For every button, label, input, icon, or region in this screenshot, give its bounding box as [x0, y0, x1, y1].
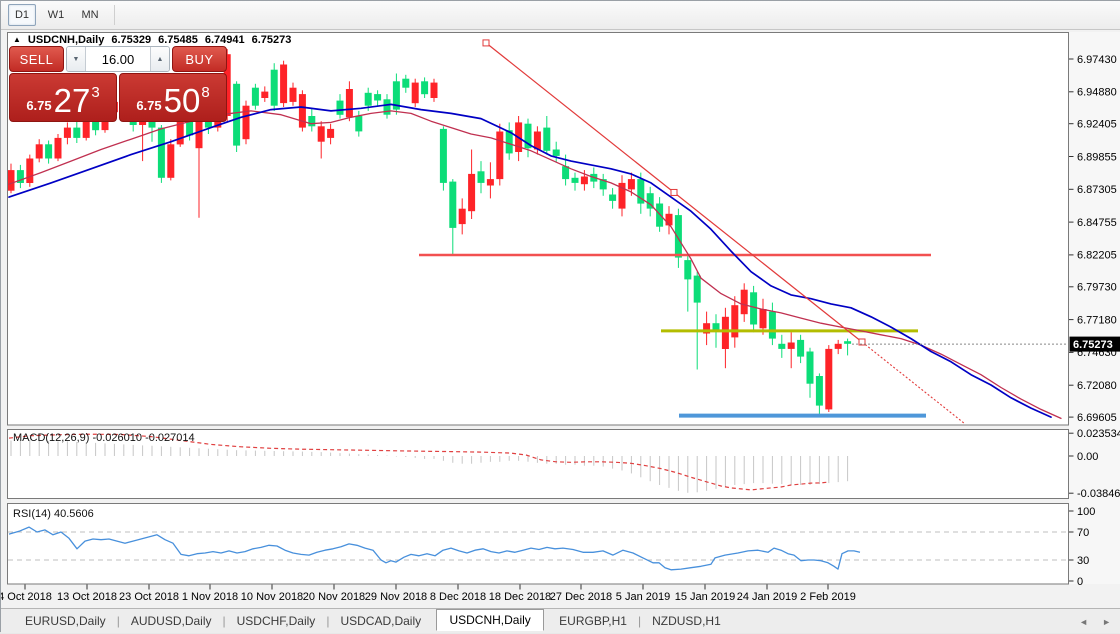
svg-text:18 Dec 2018: 18 Dec 2018 [489, 591, 551, 603]
timeframe-toolbar: D1 W1 MN [1, 1, 1120, 30]
volume-input[interactable]: 16.00 [86, 47, 150, 71]
volume-spinner: ▼ 16.00 ▲ [66, 46, 170, 72]
svg-text:6.79730: 6.79730 [1077, 282, 1117, 294]
svg-text:30: 30 [1077, 555, 1089, 567]
volume-increase-button[interactable]: ▲ [150, 47, 169, 71]
svg-text:-0.038466: -0.038466 [1077, 488, 1120, 500]
svg-text:29 Nov 2018: 29 Nov 2018 [365, 591, 427, 603]
svg-text:27 Dec 2018: 27 Dec 2018 [550, 591, 612, 603]
trendline-handle[interactable] [671, 189, 677, 195]
svg-text:15 Jan 2019: 15 Jan 2019 [675, 591, 736, 603]
timeframe-button-d1[interactable]: D1 [8, 4, 36, 26]
svg-text:20 Nov 2018: 20 Nov 2018 [303, 591, 365, 603]
chart-tabs-bar: EURUSD,Daily|AUDUSD,Daily|USDCHF,Daily|U… [1, 608, 1120, 633]
svg-text:1 Nov 2018: 1 Nov 2018 [182, 591, 238, 603]
ohlc-open: 6.75329 [111, 34, 151, 46]
tab-scroll-right-icon[interactable]: ► [1102, 617, 1111, 627]
sell-price-big: 27 [54, 84, 91, 117]
sell-price-small: 6.75 [26, 98, 51, 113]
svg-text:0.023534: 0.023534 [1077, 428, 1120, 440]
chart-window: 6.97430 6.94880 6.92405 6.89855 6.87305 6.847… [1, 30, 1120, 608]
timeframe-button-mn[interactable]: MN [76, 4, 104, 26]
tab-separator: | [117, 614, 120, 628]
svg-text:23 Oct 2018: 23 Oct 2018 [119, 591, 179, 603]
buy-button[interactable]: BUY [172, 46, 227, 72]
svg-text:10 Nov 2018: 10 Nov 2018 [241, 591, 303, 603]
svg-text:6.77180: 6.77180 [1077, 314, 1117, 326]
ohlc-low: 6.74941 [205, 34, 245, 46]
buy-price-sup: 8 [201, 84, 209, 101]
tab-separator: | [326, 614, 329, 628]
svg-text:6.97430: 6.97430 [1077, 54, 1117, 66]
svg-text:6.84755: 6.84755 [1077, 217, 1117, 229]
chart-tab-nzdusd[interactable]: NZDUSD,H1 [642, 611, 731, 631]
tab-scroll-arrows: ◄► [1079, 609, 1111, 634]
collapse-panel-icon[interactable]: ▲ [13, 35, 21, 44]
toolbar-separator [114, 5, 115, 25]
svg-text:0.00: 0.00 [1077, 451, 1098, 463]
trade-controls-row: SELL ▼ 16.00 ▲ BUY [9, 46, 227, 72]
rsi-indicator-label: RSI(14) 40.5606 [13, 508, 94, 520]
svg-text:6.92405: 6.92405 [1077, 119, 1117, 131]
svg-text:24 Jan 2019: 24 Jan 2019 [737, 591, 798, 603]
macd-indicator-label: MACD(12,26,9) -0.026010 -0.027014 [13, 432, 195, 444]
buy-price-big: 50 [164, 84, 201, 117]
ohlc-high: 6.75485 [158, 34, 198, 46]
svg-text:100: 100 [1077, 506, 1095, 518]
ohlc-close: 6.75273 [252, 34, 292, 46]
tab-separator: | [638, 614, 641, 628]
tab-separator [432, 614, 435, 628]
svg-text:6.69605: 6.69605 [1077, 412, 1117, 424]
svg-text:70: 70 [1077, 527, 1089, 539]
svg-text:0: 0 [1077, 576, 1083, 588]
chart-header: ▲ USDCNH,Daily 6.75329 6.75485 6.74941 6… [13, 34, 291, 46]
svg-text:8 Dec 2018: 8 Dec 2018 [430, 591, 486, 603]
tab-scroll-left-icon[interactable]: ◄ [1079, 617, 1088, 627]
buy-price-small: 6.75 [136, 98, 161, 113]
symbol-title: USDCNH,Daily [28, 34, 104, 46]
volume-decrease-button[interactable]: ▼ [67, 47, 86, 71]
svg-text:6.87305: 6.87305 [1077, 184, 1117, 196]
chart-tab-usdcnh[interactable]: USDCNH,Daily [436, 609, 543, 631]
svg-text:4 Oct 2018: 4 Oct 2018 [1, 591, 52, 603]
svg-text:5 Jan 2019: 5 Jan 2019 [616, 591, 670, 603]
chart-tab-audusd[interactable]: AUDUSD,Daily [121, 611, 222, 631]
chart-tab-eurusd[interactable]: EURUSD,Daily [15, 611, 116, 631]
svg-text:6.72080: 6.72080 [1077, 380, 1117, 392]
svg-text:6.82205: 6.82205 [1077, 250, 1117, 262]
chart-tab-eurgbp[interactable]: EURGBP,H1 [549, 611, 637, 631]
sell-price-sup: 3 [91, 84, 99, 101]
svg-text:2 Feb 2019: 2 Feb 2019 [800, 591, 856, 603]
timeframe-button-w1[interactable]: W1 [42, 4, 70, 26]
svg-text:13 Oct 2018: 13 Oct 2018 [57, 591, 117, 603]
chart-tab-usdchf[interactable]: USDCHF,Daily [227, 611, 326, 631]
sell-button[interactable]: SELL [9, 46, 64, 72]
trendline-handle[interactable] [483, 40, 489, 46]
svg-text:6.75273: 6.75273 [1073, 339, 1113, 351]
tab-separator: | [223, 614, 226, 628]
chart-tab-usdcad[interactable]: USDCAD,Daily [330, 611, 431, 631]
svg-text:6.89855: 6.89855 [1077, 151, 1117, 163]
tab-separator [545, 614, 548, 628]
svg-text:6.94880: 6.94880 [1077, 87, 1117, 99]
